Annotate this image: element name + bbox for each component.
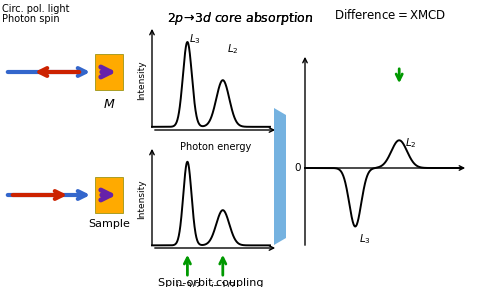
Text: Intensity: Intensity (137, 179, 146, 219)
Bar (95, 54, 123, 90)
Polygon shape (274, 108, 286, 245)
Text: $2p$$\!\rightarrow\!$$3d$ core absorption: $2p$$\!\rightarrow\!$$3d$ core absorptio… (167, 10, 313, 27)
Text: $M$: $M$ (103, 98, 115, 111)
Text: Circ. pol. light: Circ. pol. light (2, 4, 70, 14)
Text: Sample: Sample (88, 219, 130, 229)
Text: $2p$$\!\rightarrow\!$$3d$ core absorption: $2p$$\!\rightarrow\!$$3d$ core absorptio… (167, 10, 313, 27)
Text: Intensity: Intensity (137, 60, 146, 100)
Text: Difference$=$XMCD: Difference$=$XMCD (334, 8, 446, 22)
Text: $L_2$: $L_2$ (227, 42, 239, 56)
Text: $L_3$: $L_3$ (359, 232, 371, 246)
Bar (95, 177, 123, 213)
Text: Photon spin: Photon spin (2, 14, 60, 24)
Text: $j\!=\!3/2$: $j\!=\!3/2$ (174, 280, 201, 287)
Text: $L_2$: $L_2$ (405, 136, 417, 150)
Text: $j\!=\!1/2$: $j\!=\!1/2$ (209, 280, 236, 287)
Text: 0: 0 (295, 163, 301, 173)
Text: Photon energy: Photon energy (180, 142, 252, 152)
Text: Spin-orbit coupling: Spin-orbit coupling (158, 278, 264, 287)
Text: $L_3$: $L_3$ (190, 32, 201, 46)
